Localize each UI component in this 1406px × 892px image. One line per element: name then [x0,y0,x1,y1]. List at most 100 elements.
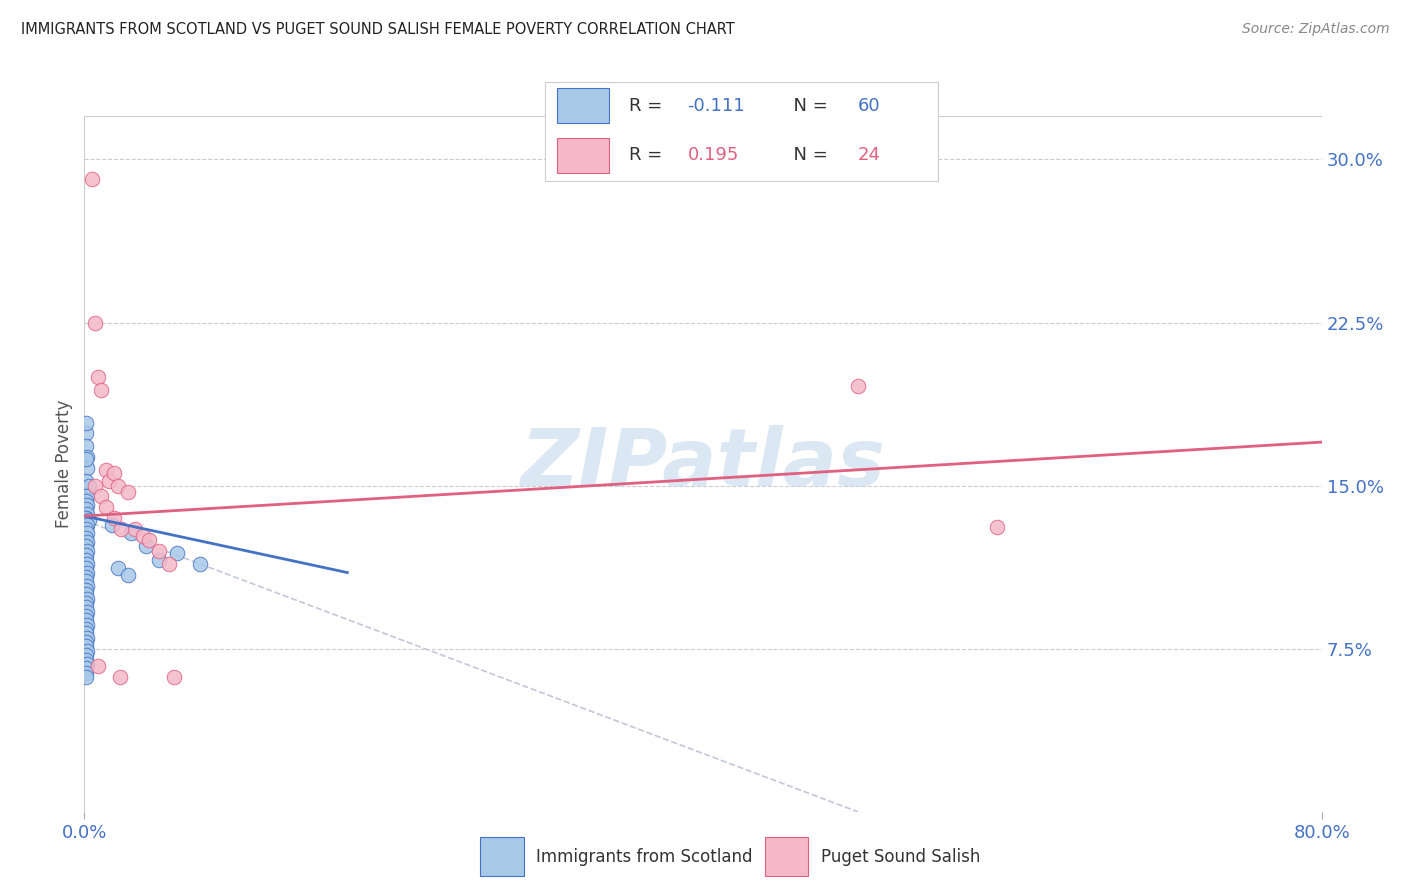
Point [135,540,157,554]
Point [75,552,97,566]
Point [75,531,97,545]
Point [75,416,97,430]
Point [117,485,139,500]
Point [188,557,212,571]
FancyBboxPatch shape [557,88,609,123]
Point [94,463,117,477]
Text: Immigrants from Scotland: Immigrants from Scotland [536,847,752,866]
Point [76,557,98,571]
Point [75,570,97,584]
Point [166,546,188,560]
Point [124,522,146,536]
Point [163,670,186,684]
Point [75,452,97,467]
Point [75,548,97,562]
Point [90,490,112,504]
Point [75,440,97,454]
Point [75,609,97,624]
Point [82,172,104,186]
Point [107,478,129,492]
Point [77,478,100,492]
Point [75,614,97,628]
Point [76,507,98,521]
Point [75,475,97,489]
Point [76,579,98,593]
Point [986,520,1008,534]
Point [75,626,97,640]
Text: ZIPatlas: ZIPatlas [520,425,886,503]
Text: IMMIGRANTS FROM SCOTLAND VS PUGET SOUND SALISH FEMALE POVERTY CORRELATION CHART: IMMIGRANTS FROM SCOTLAND VS PUGET SOUND … [21,22,735,37]
Point [103,466,125,480]
Y-axis label: Female Poverty: Female Poverty [55,400,73,528]
Point [75,596,97,610]
Point [75,640,97,654]
FancyBboxPatch shape [481,837,523,876]
FancyBboxPatch shape [546,82,938,181]
Point [120,526,142,541]
Point [87,369,110,384]
Text: -0.111: -0.111 [688,97,745,115]
Point [108,670,131,684]
Point [84,478,107,492]
Text: R =: R = [630,97,668,115]
Text: 60: 60 [858,97,880,115]
Point [138,533,160,547]
Point [76,517,98,532]
Point [103,511,125,525]
Point [107,561,129,575]
Point [87,659,110,673]
Point [75,540,97,554]
Point [75,635,97,649]
Point [75,502,97,516]
Point [75,600,97,615]
Point [94,500,117,515]
Point [76,483,98,497]
Point [75,670,97,684]
Point [75,574,97,589]
Point [75,426,97,441]
Point [76,461,98,475]
Point [76,526,98,541]
Point [159,557,181,571]
Point [75,622,97,636]
Text: R =: R = [630,146,668,164]
Point [75,652,97,666]
Point [148,544,170,558]
Point [76,605,98,619]
Point [76,657,98,671]
Text: Source: ZipAtlas.com: Source: ZipAtlas.com [1241,22,1389,37]
Point [117,567,139,582]
Point [76,450,98,465]
Point [75,561,97,575]
Point [76,617,98,632]
Point [75,493,97,508]
Point [76,490,98,504]
Point [76,498,98,512]
Text: N =: N = [782,146,834,164]
Point [75,522,97,536]
FancyBboxPatch shape [557,137,609,173]
Point [132,528,155,542]
Text: N =: N = [782,97,834,115]
Point [76,591,98,606]
Point [76,644,98,658]
FancyBboxPatch shape [765,837,808,876]
Point [98,475,121,489]
Point [148,552,170,566]
Point [75,648,97,662]
Text: 0.195: 0.195 [688,146,740,164]
Point [76,631,98,645]
Point [75,582,97,597]
Point [84,316,107,330]
Text: Puget Sound Salish: Puget Sound Salish [821,847,980,866]
Point [76,566,98,580]
Point [101,517,124,532]
Point [75,661,97,675]
Point [110,522,132,536]
Point [77,513,100,527]
Point [76,544,98,558]
Text: 24: 24 [858,146,882,164]
Point [90,383,112,397]
Point [846,378,869,392]
Point [75,511,97,525]
